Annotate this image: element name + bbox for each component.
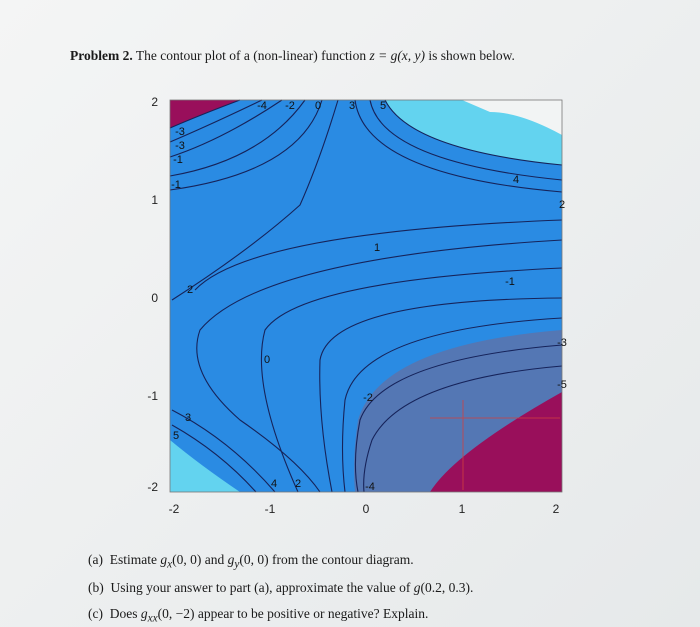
contour-label: -4 (257, 100, 267, 112)
y-tick-label: 0 (151, 291, 158, 305)
contour-label: 4 (513, 174, 519, 186)
contour (354, 99, 563, 193)
problem-label: Problem 2. (70, 48, 133, 63)
formula: z = g(x, y) (369, 48, 426, 63)
contour-label: -2 (363, 392, 373, 404)
contour (169, 99, 241, 129)
region (462, 100, 562, 135)
contour-label: 2 (295, 478, 301, 490)
y-tick-label: -1 (147, 389, 158, 403)
contour (171, 99, 339, 301)
text: (0.2, 0.3). (420, 580, 474, 595)
symbol: g (160, 552, 168, 567)
region (170, 100, 240, 128)
contour (194, 219, 563, 291)
contour-label: -2 (285, 100, 295, 112)
contour (369, 99, 563, 181)
contour-label: 0 (315, 100, 321, 112)
symbol: g (413, 580, 421, 595)
x-tick-label: -1 (265, 502, 276, 516)
contour (319, 297, 563, 493)
contour (169, 99, 263, 143)
contour (169, 99, 283, 158)
symbol: g (227, 552, 235, 567)
contour-label: 3 (185, 412, 191, 424)
contour-label: -1 (505, 276, 515, 288)
plot-frame (169, 99, 563, 493)
text: Does (109, 606, 141, 621)
contour-label: 2 (559, 199, 565, 211)
contour (169, 99, 323, 191)
text: The contour plot of a (non-linear) funct… (135, 48, 370, 63)
contour (171, 424, 257, 493)
region (385, 100, 562, 165)
question-label: (b) (88, 580, 104, 595)
contour-label: 5 (380, 100, 386, 112)
subscript: y (234, 558, 240, 571)
contours (169, 99, 563, 493)
question: (b) Using your answer to part (a), appro… (88, 580, 473, 596)
contour-label: 2 (187, 284, 193, 296)
contour (196, 239, 563, 493)
question-label: (c) (88, 606, 103, 621)
y-tick-label: -2 (147, 480, 158, 494)
question: (a) Estimate gx(0, 0) and gy(0, 0) from … (88, 552, 414, 571)
x-tick-label: -2 (169, 502, 180, 516)
x-tick-label: 1 (459, 502, 466, 516)
x-tick-label: 0 (363, 502, 370, 516)
symbol: g (140, 606, 148, 621)
contour (341, 317, 563, 493)
text: is shown below. (425, 48, 515, 63)
contour-label: -5 (557, 379, 567, 391)
y-tick-label: 2 (151, 95, 158, 109)
contour-label: -1 (173, 154, 183, 166)
contour (363, 365, 563, 493)
contour (260, 267, 563, 493)
contour-label: 5 (173, 430, 179, 442)
contour (169, 99, 306, 177)
subscript: x (167, 558, 173, 571)
problem-statement: Problem 2. The contour plot of a (non-li… (70, 48, 515, 64)
contour-label: -3 (175, 140, 185, 152)
contour-label: -3 (557, 337, 567, 349)
x-tick-label: 2 (553, 502, 560, 516)
contour (171, 409, 276, 493)
text: Estimate (109, 552, 161, 567)
subscript: xx (147, 612, 158, 625)
contour-label: -4 (365, 481, 375, 493)
contour-label: 3 (349, 100, 355, 112)
text: (0, 0) from the contour diagram. (239, 552, 414, 567)
y-tick-label: 1 (151, 193, 158, 207)
text: (0, 0) and (172, 552, 228, 567)
contour-label: -3 (175, 126, 185, 138)
contour-label: 1 (374, 242, 380, 254)
question: (c) Does gxx(0, −2) appear to be positiv… (88, 606, 428, 625)
contour (384, 99, 563, 166)
contour-label: 0 (264, 354, 270, 366)
contour-label: -1 (171, 179, 181, 191)
text: (0, −2) appear to be positive or negativ… (157, 606, 429, 621)
text: Using your answer to part (a), approxima… (110, 580, 414, 595)
region (170, 440, 240, 492)
question-label: (a) (88, 552, 103, 567)
contour-label: 4 (271, 478, 277, 490)
labels: 210-1-2-2 -1 0 1 2-4 -2 0 3 5-3-3-1-1 421-12-30-2… (147, 95, 567, 516)
contour (354, 344, 563, 493)
